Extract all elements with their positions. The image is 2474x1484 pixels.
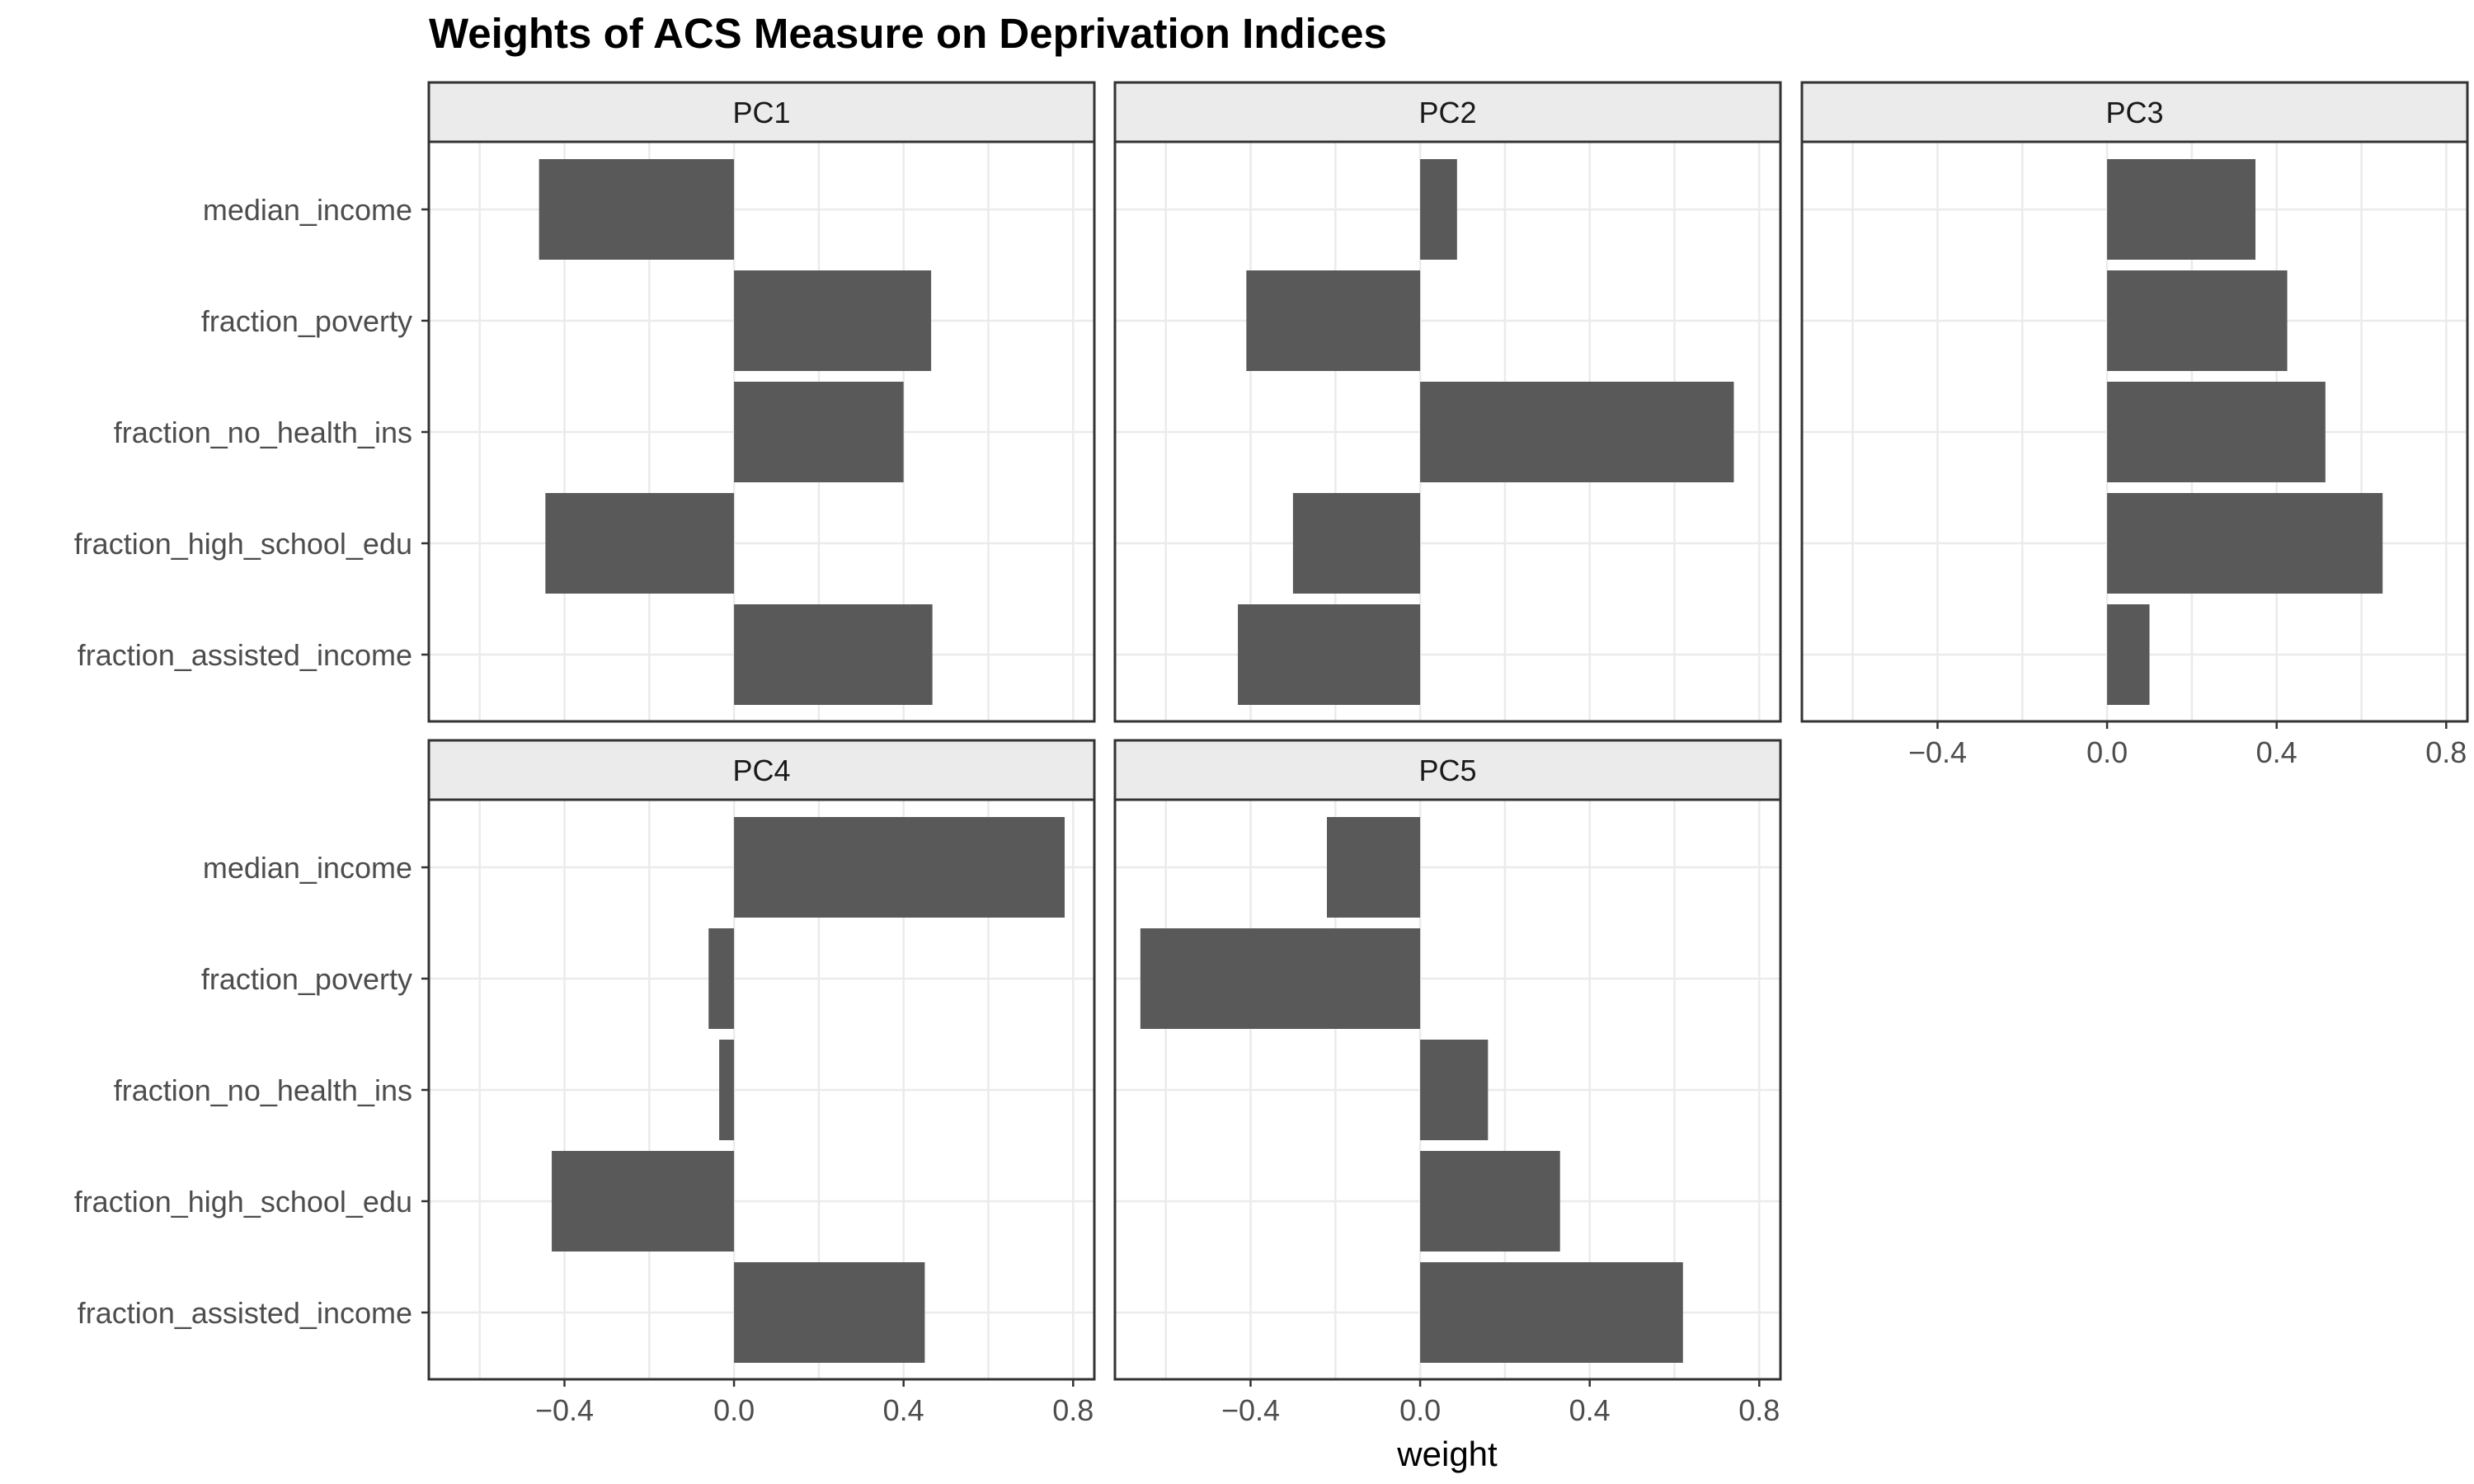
bar-fraction_assisted_income: [734, 604, 933, 705]
y-tick-label: fraction_assisted_income: [78, 1296, 412, 1330]
x-tick-label: −0.4: [535, 1393, 594, 1427]
bar-fraction_assisted_income: [1420, 1262, 1683, 1363]
y-tick-label: median_income: [203, 193, 412, 227]
facet-panel-pc1: PC1 median_income fraction_poverty fraction…: [74, 81, 1096, 723]
y-tick-label: fraction_assisted_income: [78, 638, 412, 672]
facet-strip-label: PC3: [2105, 96, 2163, 129]
bar-fraction_poverty: [2107, 270, 2288, 371]
y-tick-label: fraction_no_health_ins: [114, 1073, 412, 1107]
panel-border: [1800, 140, 2469, 723]
facet-panel-pc3: PC3 −0.4 0.0 0.4 0.8: [1800, 81, 2469, 769]
y-tick-label: fraction_poverty: [201, 304, 412, 338]
bar-fraction_poverty: [1140, 928, 1421, 1029]
x-tick-label: 0.4: [1569, 1393, 1611, 1427]
bar-fraction_high_school_edu: [552, 1151, 735, 1252]
x-tick-label: 0.4: [2256, 735, 2298, 769]
bar-median_income: [1420, 159, 1457, 260]
bar-fraction_no_health_ins: [1420, 382, 1734, 482]
facet-strip-label: PC2: [1418, 96, 1476, 129]
panel-border: [1113, 798, 1782, 1381]
y-tick-label: fraction_high_school_edu: [74, 1185, 412, 1219]
panel-border: [1113, 140, 1782, 723]
bar-fraction_high_school_edu: [2107, 493, 2383, 594]
bar-fraction_poverty: [1246, 270, 1421, 371]
x-tick-label: 0.0: [2086, 735, 2128, 769]
facet-strip-label: PC4: [732, 754, 790, 787]
bar-fraction_no_health_ins: [2107, 382, 2326, 482]
facet-strip: [1800, 81, 2469, 143]
bar-fraction_high_school_edu: [545, 493, 735, 594]
x-tick-label: 0.4: [883, 1393, 924, 1427]
y-tick-label: fraction_poverty: [201, 962, 412, 996]
bar-fraction_high_school_edu: [1292, 493, 1421, 594]
x-tick-label: 0.8: [2425, 735, 2467, 769]
x-tick-label: 0.0: [713, 1393, 755, 1427]
bar-fraction_no_health_ins: [719, 1040, 735, 1140]
facet-strip: [1113, 81, 1782, 143]
facet-panels: PC1 median_income fraction_poverty fraction…: [74, 81, 2469, 1427]
x-tick-label: 0.0: [1399, 1393, 1441, 1427]
x-tick-label: −0.4: [1908, 735, 1967, 769]
chart-title: Weights of ACS Measure on Deprivation In…: [429, 10, 1387, 57]
facet-strip: [427, 739, 1096, 801]
bar-fraction_assisted_income: [2107, 604, 2150, 705]
bar-median_income: [1327, 817, 1421, 918]
bar-fraction_no_health_ins: [734, 382, 904, 482]
facet-panel-pc5: PC5 −0.4 0.0 0.4 0.8: [1113, 739, 1782, 1427]
facet-strip-label: PC1: [732, 96, 790, 129]
x-tick-label: 0.8: [1052, 1393, 1094, 1427]
bar-median_income: [734, 817, 1065, 918]
x-tick-label: −0.4: [1221, 1393, 1280, 1427]
facet-strip: [427, 81, 1096, 143]
bar-fraction_poverty: [708, 928, 735, 1029]
facet-panel-pc2: PC2: [1113, 81, 1782, 723]
bar-fraction_assisted_income: [734, 1262, 925, 1363]
bar-fraction_high_school_edu: [1420, 1151, 1560, 1252]
bar-fraction_no_health_ins: [1420, 1040, 1489, 1140]
facet-strip-label: PC5: [1418, 754, 1476, 787]
bar-fraction_assisted_income: [1238, 604, 1421, 705]
x-tick-label: 0.8: [1738, 1393, 1780, 1427]
bar-fraction_poverty: [734, 270, 932, 371]
y-tick-label: fraction_no_health_ins: [114, 416, 412, 449]
bar-median_income: [539, 159, 735, 260]
y-tick-label: median_income: [203, 851, 412, 885]
y-tick-label: fraction_high_school_edu: [74, 527, 412, 561]
x-axis-title: weight: [1396, 1435, 1498, 1473]
bar-median_income: [2107, 159, 2255, 260]
facet-panel-pc4: PC4 median_income fraction_poverty fraction…: [74, 739, 1096, 1427]
